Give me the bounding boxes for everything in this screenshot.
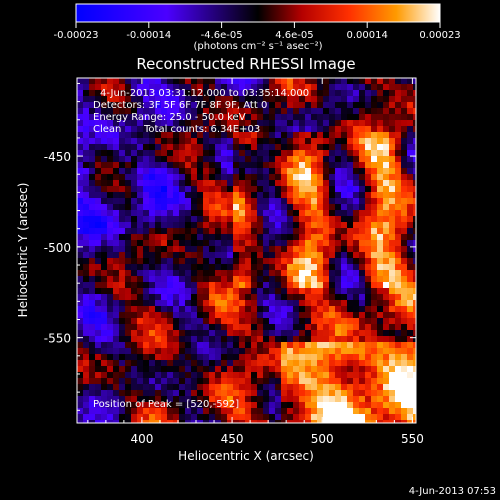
plot-frame [76,77,417,424]
x-tick-label: 500 [311,432,334,446]
colorbar-tick-label: -0.00023 [54,30,99,41]
annotation-method: Clean [93,124,121,135]
colorbar-ticks: -0.00023 -0.00014 -4.6e-05 4.6e-05 0.00014 0.… [54,22,461,41]
colorbar-tick-label: 0.00023 [419,30,460,41]
x-axis: 400 450 500 550 [87,78,424,446]
colorbar-tick-label: 0.00014 [347,30,388,41]
annotation-peak: Position of Peak = [520,-592] [93,399,239,410]
annotation-energy: Energy Range: 25.0 - 50.0 keV [93,112,246,123]
y-tick-label: -500 [44,241,71,255]
x-tick-label: 550 [401,432,424,446]
colorbar-units: (photons cm⁻² s⁻¹ asec⁻²) [193,41,322,52]
y-axis-label: Heliocentric Y (arcsec) [16,183,30,318]
colorbar-tick-label: 4.6e-05 [275,30,313,41]
footer-timestamp: 4-Jun-2013 07:53 [409,486,496,497]
x-tick-label: 400 [130,432,153,446]
annotation-time-range: 4-Jun-2013 03:31:12.000 to 03:35:14.000 [100,88,309,99]
chart-title: Reconstructed RHESSI Image [136,55,355,73]
annotation-counts: Total counts: 6.34E+03 [143,124,260,135]
y-axis: -450 -500 -550 [44,82,416,411]
colorbar-tick-label: -0.00014 [126,30,171,41]
y-tick-label: -550 [44,332,71,346]
annotation-detectors: Detectors: 3F 5F 6F 7F 8F 9F, Att 0 [93,100,267,111]
heatmap [77,78,416,423]
x-axis-label: Heliocentric X (arcsec) [178,449,314,463]
x-tick-label: 450 [221,432,244,446]
y-tick-label: -450 [44,150,71,164]
colorbar-tick-label: -4.6e-05 [201,30,243,41]
colorbar [75,3,441,23]
